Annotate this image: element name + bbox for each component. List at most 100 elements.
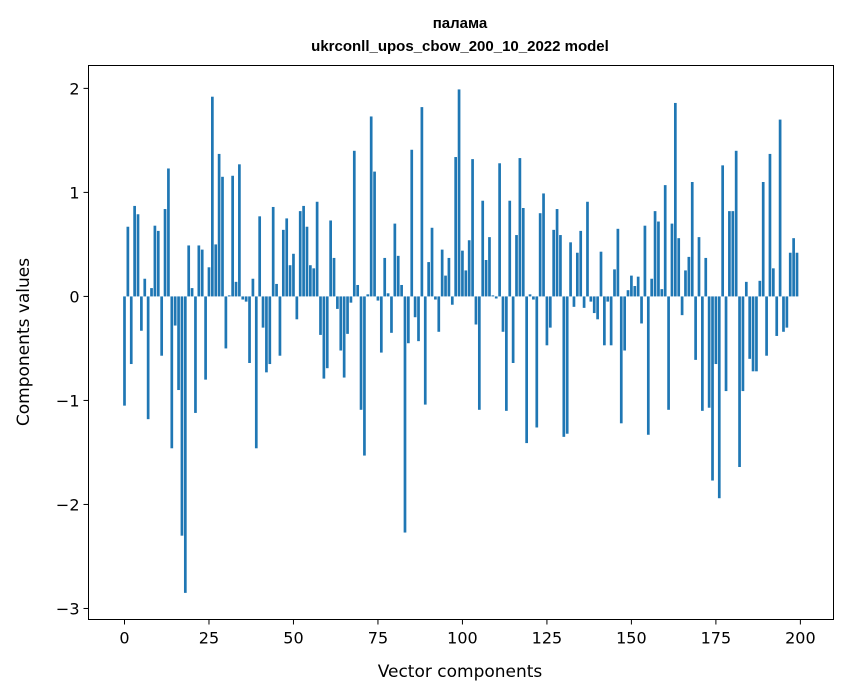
bar-183 xyxy=(741,296,745,392)
y-axis-ticks: −3 −2 −1 0 1 2 xyxy=(56,79,89,618)
bar-166 xyxy=(684,270,687,297)
bar-178 xyxy=(724,296,728,392)
bar-199 xyxy=(795,252,799,297)
bar-77 xyxy=(383,257,387,297)
bar-31 xyxy=(227,295,231,297)
bar-128 xyxy=(555,209,559,297)
bar-148 xyxy=(623,296,627,351)
bar-160 xyxy=(663,185,667,297)
bar-111 xyxy=(498,163,501,297)
y-tick-label: −2 xyxy=(56,495,80,514)
bar-127 xyxy=(552,229,556,297)
bar-99 xyxy=(457,89,461,297)
bar-104 xyxy=(474,296,478,325)
bar-58 xyxy=(319,296,322,335)
bar-133 xyxy=(572,296,576,307)
y-tick-label: 1 xyxy=(69,183,79,202)
bar-84 xyxy=(407,296,410,344)
bar-130 xyxy=(562,296,566,437)
bar-176 xyxy=(717,296,721,499)
bar-191 xyxy=(768,153,772,297)
bar-18 xyxy=(183,296,187,593)
bar-100 xyxy=(461,250,464,297)
bar-135 xyxy=(579,230,583,297)
bar-35 xyxy=(241,296,245,300)
bars-group xyxy=(123,89,799,593)
bar-15 xyxy=(173,296,177,326)
bar-71 xyxy=(363,296,366,456)
bar-136 xyxy=(582,296,586,308)
bar-25 xyxy=(207,267,211,297)
bar-188 xyxy=(758,280,762,297)
bar-181 xyxy=(734,150,738,297)
bar-102 xyxy=(467,240,471,297)
bar-47 xyxy=(281,229,285,297)
bar-116 xyxy=(515,235,518,297)
bar-38 xyxy=(251,278,255,297)
bar-194 xyxy=(778,119,782,297)
bar-173 xyxy=(707,296,711,408)
bar-189 xyxy=(761,182,765,297)
x-tick-label: 0 xyxy=(119,629,129,648)
bar-184 xyxy=(744,281,748,297)
bar-170 xyxy=(697,237,701,297)
plot-frame xyxy=(88,65,834,620)
bar-89 xyxy=(423,296,427,405)
bar-144 xyxy=(609,296,613,346)
bar-32 xyxy=(231,175,234,297)
bar-59 xyxy=(322,296,326,379)
chart-title-line1: палама xyxy=(433,15,488,32)
bar-68 xyxy=(352,150,356,297)
bar-147 xyxy=(619,296,623,424)
bar-105 xyxy=(477,296,481,410)
bar-76 xyxy=(379,296,383,353)
bar-49 xyxy=(288,265,292,297)
chart-title-line2: ukrconll_upos_cbow_200_10_2022 model xyxy=(311,38,609,55)
x-tick-label: 25 xyxy=(199,629,219,648)
bar-52 xyxy=(298,211,302,297)
bar-6 xyxy=(143,278,147,297)
bar-42 xyxy=(265,296,268,373)
bar-158 xyxy=(657,221,660,297)
bar-3 xyxy=(133,205,136,297)
bar-157 xyxy=(653,211,657,297)
bar-36 xyxy=(244,296,248,302)
bar-109 xyxy=(491,295,495,297)
bar-103 xyxy=(471,159,474,297)
bar-61 xyxy=(329,220,332,297)
bar-88 xyxy=(420,107,424,297)
bar-11 xyxy=(160,296,164,356)
bar-153 xyxy=(640,296,643,324)
bar-33 xyxy=(234,281,238,297)
bar-67 xyxy=(349,296,353,303)
bar-56 xyxy=(312,268,316,297)
bar-40 xyxy=(258,216,262,297)
bar-72 xyxy=(366,294,370,297)
bar-85 xyxy=(410,149,414,297)
bar-83 xyxy=(403,296,407,533)
bar-145 xyxy=(613,269,616,297)
y-tick-label: −3 xyxy=(56,599,80,618)
bar-23 xyxy=(200,249,204,297)
bar-2 xyxy=(129,296,133,365)
bar-186 xyxy=(751,296,755,372)
bar-63 xyxy=(336,296,339,309)
bar-174 xyxy=(711,296,714,481)
bar-141 xyxy=(599,251,603,297)
bar-19 xyxy=(187,245,191,297)
bar-65 xyxy=(342,296,346,378)
bar-7 xyxy=(146,296,150,420)
bar-29 xyxy=(221,176,224,297)
bar-90 xyxy=(427,262,430,297)
bar-168 xyxy=(690,182,694,297)
bar-92 xyxy=(434,296,437,300)
bar-110 xyxy=(494,296,498,299)
bar-21 xyxy=(194,296,197,413)
x-tick-label: 75 xyxy=(368,629,388,648)
bar-44 xyxy=(271,206,275,297)
bar-79 xyxy=(390,296,393,333)
bar-121 xyxy=(532,296,535,300)
bar-51 xyxy=(295,296,299,320)
bar-169 xyxy=(694,296,697,360)
